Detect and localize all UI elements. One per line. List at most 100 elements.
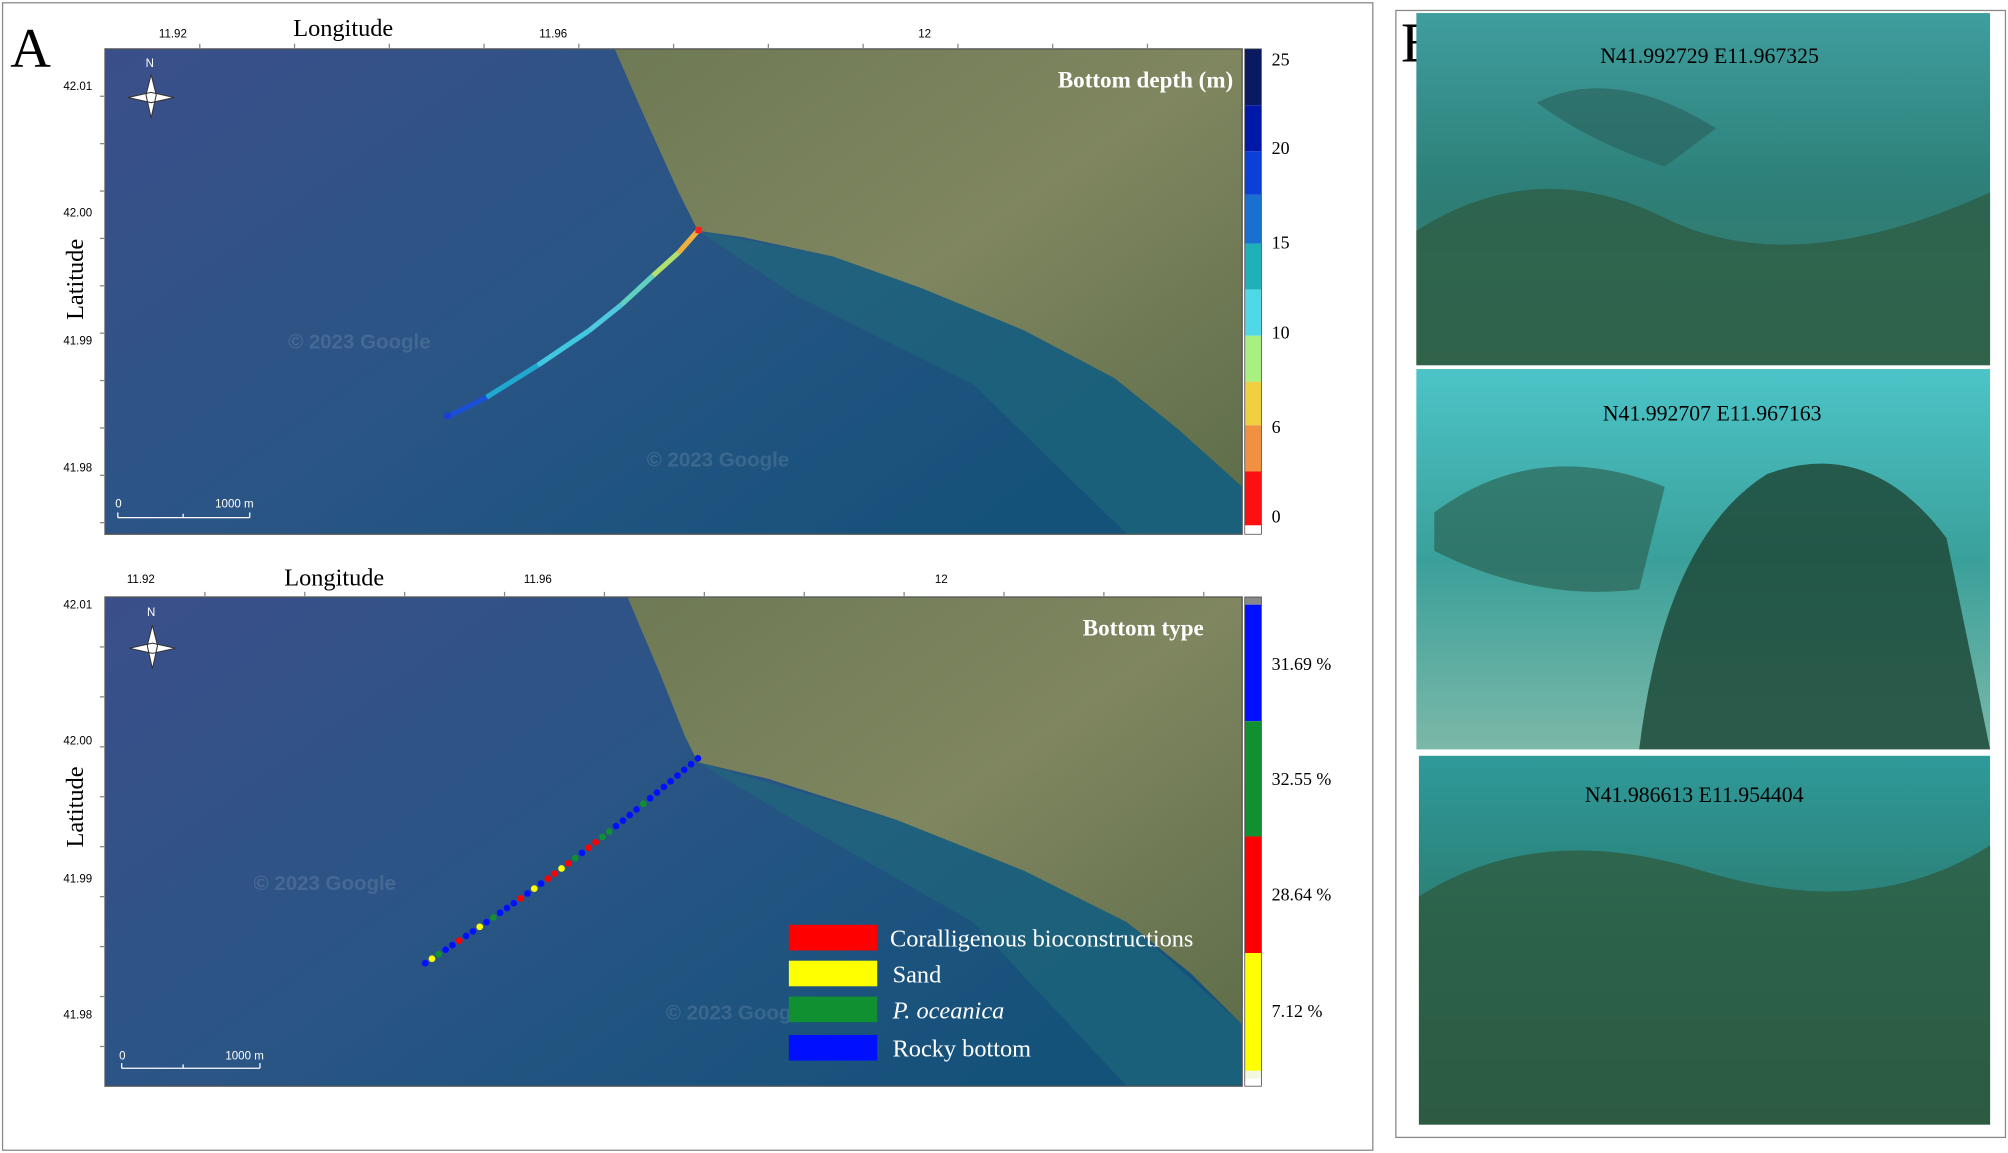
shape — [1244, 596, 1262, 605]
depth-map: © 2023 Google © 2023 Google Bottom depth… — [62, 15, 1290, 535]
legend-label: Sand — [893, 961, 942, 988]
frame-ticks — [99, 43, 1149, 524]
y-axis-label: Latitude — [62, 766, 89, 847]
shape — [1244, 381, 1262, 426]
y-axis-label: Latitude — [62, 239, 89, 320]
photo-caption: N41.992707 E11.967163 — [1603, 401, 1822, 425]
type-map: © 2023 Google © 2023 Google Bottom type … — [62, 564, 1332, 1087]
colorbar-label: 31.69 % — [1272, 654, 1332, 674]
transect-point — [517, 895, 524, 902]
shape — [1244, 1070, 1262, 1079]
colorbar-label: 20 — [1272, 138, 1290, 158]
transect-point — [449, 941, 456, 949]
transect-point — [490, 914, 497, 921]
transect-point — [680, 766, 688, 774]
legend-swatch — [788, 996, 878, 1023]
legend-swatch — [788, 924, 878, 951]
transect-point — [640, 800, 647, 808]
transect-point — [455, 937, 463, 944]
colorbar-label: 7.12 % — [1272, 1001, 1323, 1021]
transect-point — [694, 755, 702, 762]
legend-label: Coralligenous bioconstructions — [890, 926, 1193, 953]
frame-ticks — [99, 591, 1205, 1048]
transect-point — [551, 870, 559, 877]
shallow-water — [697, 762, 1243, 1087]
north-arrow: N — [129, 607, 176, 669]
transect-point — [558, 865, 565, 872]
shape — [1244, 425, 1262, 472]
legend-label: Rocky bottom — [893, 1036, 1032, 1063]
watermark: © 2023 Google — [254, 872, 397, 895]
shape — [117, 512, 251, 519]
north-label: N — [146, 58, 154, 70]
transect-segment — [651, 250, 681, 278]
transect-segment — [536, 328, 591, 368]
y-tick-label: 41.99 — [63, 874, 92, 886]
transect-segment — [447, 394, 488, 419]
transect-point — [469, 928, 477, 935]
x-tick-label: 11.96 — [524, 574, 552, 586]
x-axis-label: Longitude — [293, 15, 393, 42]
legend-swatch — [788, 960, 878, 987]
shape — [1244, 596, 1262, 1087]
shape — [1244, 471, 1262, 526]
y-tick-label: 42.01 — [63, 81, 92, 93]
transect-point — [510, 899, 518, 907]
colorbar — [1244, 596, 1262, 1087]
map-frame — [104, 596, 1243, 1087]
shape — [127, 74, 175, 119]
x-tick-label: 11.96 — [539, 28, 567, 40]
x-tick-label: 12 — [935, 574, 948, 586]
scale-label: 1000 m — [215, 498, 253, 510]
transect-point — [599, 833, 606, 841]
x-axis-label: Longitude — [284, 564, 384, 591]
transect-point — [442, 946, 449, 953]
transect-point — [633, 806, 640, 813]
shape — [1244, 604, 1262, 722]
photo: N41.992729 E11.967325 — [1416, 13, 1991, 366]
transect-point — [592, 838, 599, 846]
watermark: © 2023 Google — [666, 1002, 809, 1025]
transect-point — [571, 854, 579, 862]
north-label: N — [147, 607, 155, 619]
transect-point — [537, 880, 545, 887]
x-tick-label: 11.92 — [159, 28, 187, 40]
scale-label: 1000 m — [225, 1050, 263, 1062]
y-tick-label: 41.98 — [63, 462, 92, 474]
transect-end — [695, 226, 702, 234]
y-tick-label: 42.00 — [63, 735, 92, 747]
shape — [129, 625, 176, 669]
shape — [121, 1063, 261, 1069]
transect-point — [667, 777, 674, 785]
shape — [1639, 463, 1991, 750]
y-tick-label: 42.01 — [63, 600, 92, 612]
transect-point — [565, 860, 572, 867]
shape — [1244, 335, 1262, 382]
transect-segment — [485, 363, 540, 400]
shape — [1244, 836, 1262, 953]
shape — [1244, 105, 1262, 152]
shape — [1244, 194, 1262, 244]
map-title: Bottom depth (m) — [1058, 66, 1233, 92]
shape — [1416, 188, 1991, 366]
transect-point — [421, 959, 429, 967]
transect-segment — [587, 303, 623, 333]
transect-end — [444, 412, 451, 419]
colorbar-label: 10 — [1272, 322, 1290, 342]
scale-label: 0 — [119, 1050, 125, 1062]
shape — [1244, 151, 1262, 195]
transect-point — [503, 904, 511, 912]
transect-point — [653, 789, 661, 796]
scale-bar: 0 1000 m — [115, 498, 254, 519]
shape — [1244, 243, 1262, 290]
land — [614, 48, 1243, 487]
transect-point — [626, 811, 634, 819]
transect — [421, 755, 702, 967]
colorbar-label: 32.55 % — [1272, 769, 1332, 789]
scale-bar: 0 1000 m — [119, 1050, 264, 1069]
legend-swatch — [788, 1034, 878, 1061]
legend: Coralligenous bioconstructions Sand P. oce… — [788, 924, 1193, 1063]
transect-point — [483, 918, 490, 926]
shape — [1434, 466, 1665, 592]
transect-point — [605, 828, 613, 835]
